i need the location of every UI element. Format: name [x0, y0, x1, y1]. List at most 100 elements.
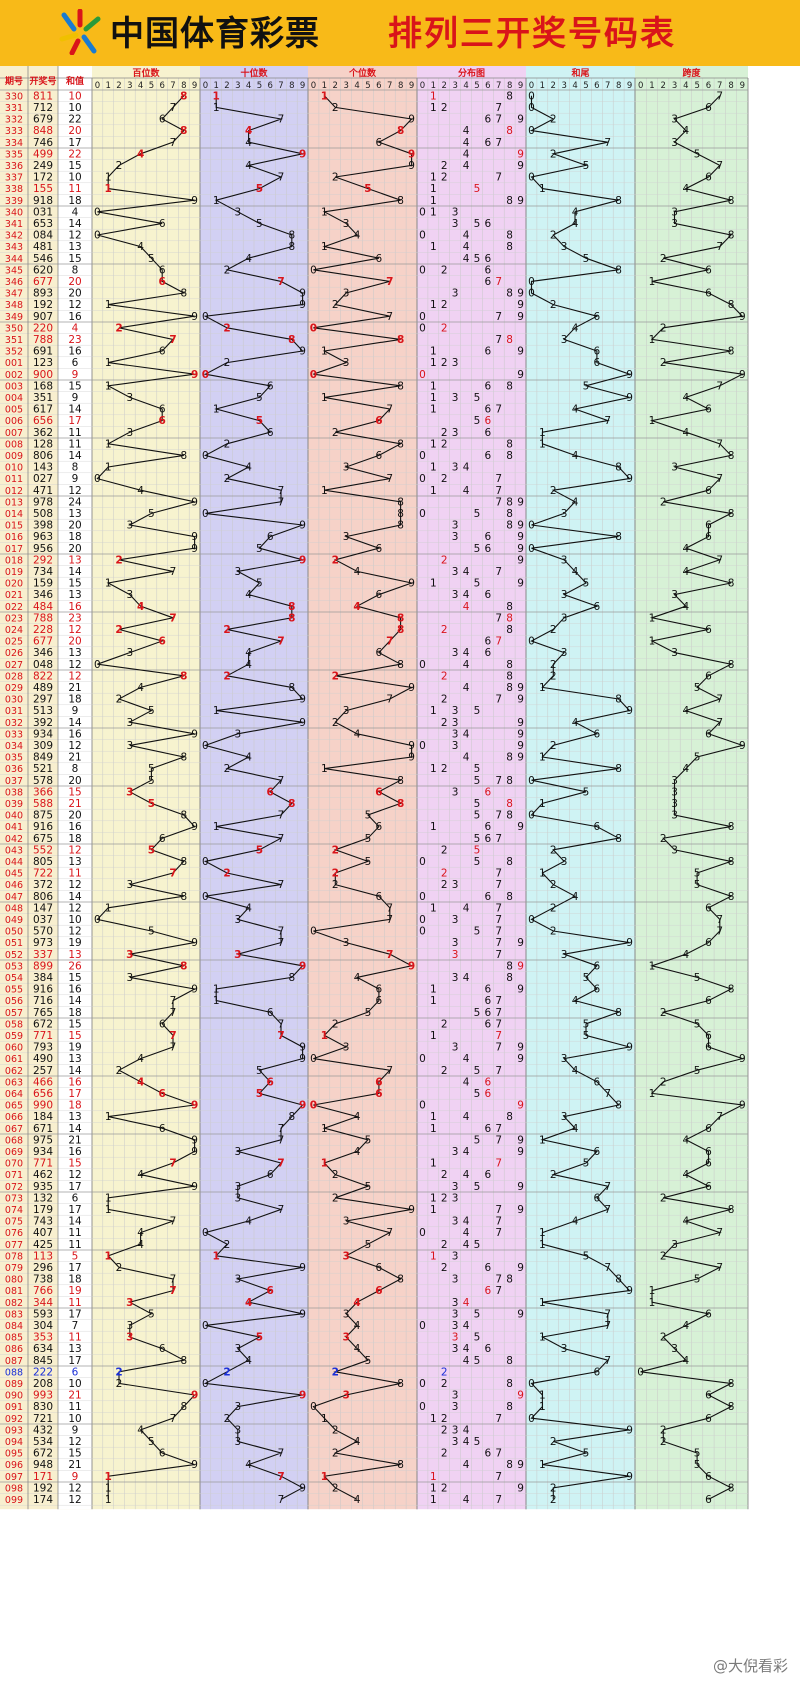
tens-digit-mark: 9 — [299, 1308, 306, 1320]
tens-digit-mark: 1 — [213, 1250, 220, 1262]
tens-digit-mark: 9 — [299, 299, 306, 311]
sum-tail-digit-mark: 2 — [550, 902, 557, 914]
sum-value: 13 — [68, 554, 81, 566]
hundreds-digit-mark: 3 — [126, 879, 133, 891]
tens-digit-mark: 8 — [288, 612, 295, 624]
digit-header: 9 — [627, 81, 632, 91]
sum-tail-digit-mark: 3 — [561, 1343, 568, 1355]
sum-tail-digit-mark: 4 — [572, 566, 579, 578]
period-label: 020 — [5, 579, 23, 590]
digit-header: 0 — [203, 81, 208, 91]
period-label: 031 — [5, 706, 23, 717]
hundreds-digit-mark: 8 — [180, 810, 187, 822]
distribution-digit: 9 — [517, 311, 524, 323]
span-digit-mark: 3 — [671, 589, 678, 601]
tens-digit-mark: 8 — [288, 334, 295, 346]
period-label: 033 — [5, 729, 23, 740]
distribution-digit: 7 — [495, 949, 502, 961]
digit-header: 2 — [333, 81, 338, 91]
tens-digit-mark: 9 — [299, 1042, 306, 1054]
distribution-digit: 6 — [485, 984, 492, 996]
tens-digit-mark: 7 — [277, 636, 284, 648]
distribution-digit: 7 — [495, 1018, 502, 1030]
tens-digit-mark: 9 — [299, 717, 306, 729]
draw-number: 653 — [33, 218, 53, 230]
period-label: 039 — [5, 799, 23, 810]
sum-tail-digit-mark: 3 — [561, 949, 568, 961]
draw-number: 671 — [33, 1123, 53, 1135]
ones-digit-mark: 2 — [332, 427, 339, 439]
period-label: 075 — [5, 1217, 23, 1228]
tens-digit-mark: 7 — [277, 1471, 284, 1483]
tens-digit-mark: 7 — [277, 1030, 284, 1042]
hundreds-digit-mark: 9 — [191, 1390, 198, 1402]
ones-digit-mark: 6 — [376, 995, 383, 1007]
tens-digit-mark: 4 — [245, 160, 252, 172]
sum-value: 9 — [72, 369, 79, 381]
tens-digit-mark: 3 — [234, 1274, 241, 1286]
period-label: 052 — [5, 950, 23, 961]
draw-number: 552 — [33, 844, 53, 856]
hundreds-digit-mark: 8 — [180, 450, 187, 462]
draw-number: 990 — [33, 1100, 53, 1112]
sum-value: 17 — [68, 415, 81, 427]
draw-number: 963 — [33, 531, 53, 543]
sum-value: 17 — [68, 1204, 81, 1216]
digit-header: 3 — [343, 81, 348, 91]
span-digit-mark: 7 — [716, 926, 723, 938]
distribution-digit: 3 — [452, 1390, 459, 1402]
distribution-digit: 3 — [452, 1320, 459, 1332]
span-digit-mark: 5 — [694, 1018, 701, 1030]
period-label: 063 — [5, 1077, 23, 1088]
distribution-digit: 8 — [506, 810, 513, 822]
sum-tail-digit-mark: 1 — [539, 752, 546, 764]
header-hezhi: 和值 — [65, 75, 84, 87]
distribution-digit: 7 — [495, 1227, 502, 1239]
distribution-digit: 3 — [452, 218, 459, 230]
period-label: 061 — [5, 1054, 23, 1065]
period-label: 097 — [5, 1472, 23, 1483]
hundreds-digit-mark: 5 — [148, 1436, 155, 1448]
period-label: 082 — [5, 1298, 23, 1309]
distribution-digit: 4 — [463, 241, 470, 253]
sum-value: 10 — [68, 90, 81, 102]
sum-tail-digit-mark: 8 — [615, 462, 622, 474]
period-label: 003 — [5, 381, 23, 392]
sum-tail-digit-mark: 9 — [626, 1471, 633, 1483]
distribution-digit: 0 — [419, 450, 426, 462]
tens-digit-mark: 3 — [234, 566, 241, 578]
draw-number: 113 — [33, 1250, 53, 1262]
ones-digit-mark: 8 — [397, 438, 404, 450]
tens-digit-mark: 6 — [267, 531, 274, 543]
hundreds-digit-mark: 3 — [126, 740, 133, 752]
hundreds-digit-mark: 3 — [126, 972, 133, 984]
ones-digit-mark: 4 — [354, 1111, 361, 1123]
ones-digit-mark: 4 — [354, 566, 361, 578]
period-label: 070 — [5, 1159, 23, 1170]
distribution-digit: 5 — [474, 1308, 481, 1320]
span-digit-mark: 9 — [739, 1100, 746, 1112]
hundreds-digit-mark: 3 — [126, 786, 133, 798]
ones-digit-mark: 0 — [310, 369, 317, 381]
sum-value: 4 — [72, 322, 79, 334]
hundreds-digit-mark: 5 — [148, 705, 155, 717]
sum-tail-digit-mark: 5 — [583, 972, 590, 984]
distribution-digit: 7 — [495, 1007, 502, 1019]
sum-value: 21 — [68, 752, 81, 764]
span-digit-mark: 3 — [671, 810, 678, 822]
distribution-digit: 4 — [463, 160, 470, 172]
sum-value: 12 — [68, 624, 81, 636]
period-label: 078 — [5, 1251, 23, 1262]
tens-digit-mark: 7 — [278, 114, 285, 126]
distribution-digit: 8 — [506, 241, 513, 253]
span-digit-mark: 1 — [649, 1088, 656, 1100]
draw-number: 811 — [33, 90, 53, 102]
sum-tail-digit-mark: 0 — [528, 172, 535, 184]
sum-value: 20 — [68, 520, 81, 532]
sum-tail-digit-mark: 1 — [539, 1401, 546, 1413]
sum-value: 23 — [68, 334, 81, 346]
ones-digit-mark: 7 — [386, 404, 393, 416]
distribution-digit: 7 — [495, 334, 502, 346]
span-digit-mark: 6 — [705, 670, 712, 682]
